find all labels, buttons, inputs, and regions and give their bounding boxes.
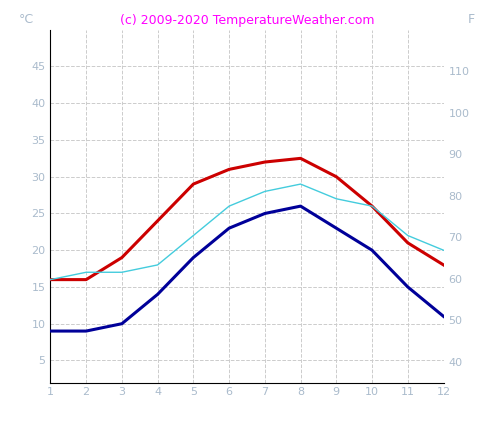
Text: °C: °C	[19, 13, 34, 26]
Title: (c) 2009-2020 TemperatureWeather.com: (c) 2009-2020 TemperatureWeather.com	[120, 14, 374, 27]
Text: F: F	[468, 13, 475, 26]
